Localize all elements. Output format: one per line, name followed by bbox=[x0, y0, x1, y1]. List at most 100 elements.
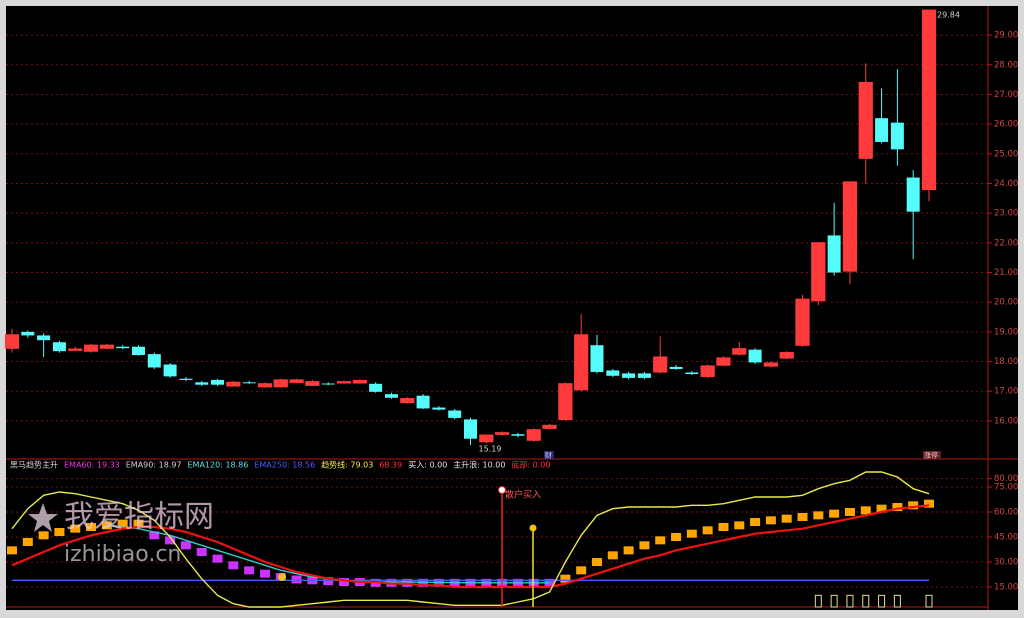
candle-body bbox=[4, 334, 20, 349]
trend-block bbox=[892, 503, 903, 511]
candle-body bbox=[83, 344, 99, 352]
signal-bar bbox=[893, 594, 901, 608]
marks: 16.00 17.00 18.00 19.00 20.00 21.00 22.00 23.00… bbox=[4, 9, 1018, 608]
candle-body bbox=[179, 378, 193, 380]
trend-block bbox=[655, 536, 666, 545]
legend-item: 买入: 0.00 bbox=[408, 461, 447, 470]
candle-body bbox=[622, 373, 636, 378]
y-tick-label: 28.00 bbox=[994, 60, 1018, 70]
candle-body bbox=[574, 334, 589, 391]
candle-body bbox=[321, 383, 335, 385]
trend-block bbox=[291, 575, 302, 584]
signal-bar bbox=[814, 594, 822, 608]
y-tick-label: 60.00 bbox=[994, 508, 1018, 518]
candle-body bbox=[811, 242, 826, 302]
y-tick-label: 25.00 bbox=[994, 149, 1018, 159]
candle-body bbox=[542, 424, 557, 429]
trend-block bbox=[133, 519, 144, 528]
signal-dot bbox=[498, 486, 506, 494]
trend-block bbox=[117, 519, 128, 528]
candle-body bbox=[479, 434, 494, 443]
candle-body bbox=[68, 348, 83, 351]
trend-block bbox=[22, 538, 33, 546]
candle-body bbox=[906, 177, 920, 212]
y-tick-label: 75.00 bbox=[994, 483, 1018, 493]
candle-body bbox=[748, 349, 762, 363]
legend-item: EMA250: 18.56 bbox=[254, 461, 315, 470]
candle-body bbox=[400, 398, 415, 404]
watermark-star bbox=[28, 503, 58, 532]
candle-body bbox=[858, 81, 873, 159]
candle-body bbox=[147, 354, 161, 368]
trend-block bbox=[876, 504, 887, 513]
y-tick-label: 20.00 bbox=[994, 298, 1018, 308]
trend-block bbox=[38, 531, 49, 540]
y-tick-label: 16.00 bbox=[994, 416, 1018, 426]
candle-body bbox=[827, 235, 841, 273]
trend-block bbox=[576, 566, 587, 575]
candle-body bbox=[779, 352, 794, 359]
candle-body bbox=[336, 381, 352, 384]
trend-block bbox=[781, 514, 792, 523]
signal-bar bbox=[862, 594, 870, 608]
candle-body bbox=[448, 410, 462, 418]
trend-block bbox=[560, 574, 571, 583]
candle-body bbox=[921, 9, 937, 191]
candle-body bbox=[289, 379, 304, 383]
y-tick-label: 27.00 bbox=[994, 90, 1018, 100]
trend-block bbox=[765, 516, 776, 525]
trend-block bbox=[813, 511, 824, 520]
candle-body bbox=[842, 181, 858, 272]
watermark-title: 我爱指标网 bbox=[64, 500, 214, 535]
candle-body bbox=[669, 366, 683, 369]
candle-body bbox=[305, 381, 320, 386]
trend-block bbox=[797, 513, 808, 521]
trend-block bbox=[671, 533, 682, 541]
legend-item: 底部: 0.00 bbox=[511, 460, 550, 470]
marker-box bbox=[544, 451, 554, 459]
signal-bar bbox=[846, 594, 854, 608]
y-tick-label: 24.00 bbox=[994, 179, 1018, 189]
signal-dot bbox=[529, 524, 537, 532]
y-tick-label: 26.00 bbox=[994, 120, 1018, 130]
candle-body bbox=[131, 346, 145, 356]
legend-item: EMA120: 18.86 bbox=[188, 461, 249, 470]
candle-body bbox=[163, 364, 177, 377]
legend-item: 黑马趋势主升 bbox=[10, 460, 58, 470]
high-label: 29.84 bbox=[937, 11, 960, 20]
candle-body bbox=[526, 429, 541, 441]
y-tick-label: 19.00 bbox=[994, 327, 1018, 337]
candle-body bbox=[37, 335, 51, 341]
trend-block bbox=[196, 548, 207, 556]
candle-body bbox=[52, 342, 66, 352]
trend-block bbox=[623, 546, 634, 555]
y-tick-label: 80.00 bbox=[994, 474, 1018, 484]
candle-body bbox=[590, 345, 604, 372]
signal-bar bbox=[830, 594, 838, 608]
indicator-line bbox=[11, 471, 930, 608]
marker-label: 财 bbox=[545, 451, 552, 460]
y-tick-label: 22.00 bbox=[994, 238, 1018, 248]
candle-body bbox=[700, 365, 715, 377]
trend-block bbox=[924, 499, 934, 508]
candle-body bbox=[495, 432, 510, 435]
candle-body bbox=[257, 383, 273, 388]
candle-body bbox=[890, 122, 904, 150]
candle-body bbox=[685, 372, 699, 375]
legend-item: 趋势线: 79.03 bbox=[321, 460, 373, 470]
low-label: 15.19 bbox=[479, 444, 502, 453]
candle-body bbox=[416, 395, 430, 409]
signal-dot bbox=[278, 573, 286, 581]
candle-body bbox=[795, 298, 810, 346]
trend-block bbox=[860, 506, 871, 515]
y-tick-label: 18.00 bbox=[994, 357, 1018, 367]
legend-item: 主升浪: 10.00 bbox=[453, 460, 505, 470]
signal-label: 散户买入 bbox=[505, 489, 541, 501]
y-tick-label: 23.00 bbox=[994, 209, 1018, 219]
trend-block bbox=[70, 524, 81, 533]
candle-body bbox=[211, 379, 225, 385]
candle-body bbox=[242, 382, 256, 384]
candle-body bbox=[195, 382, 209, 385]
